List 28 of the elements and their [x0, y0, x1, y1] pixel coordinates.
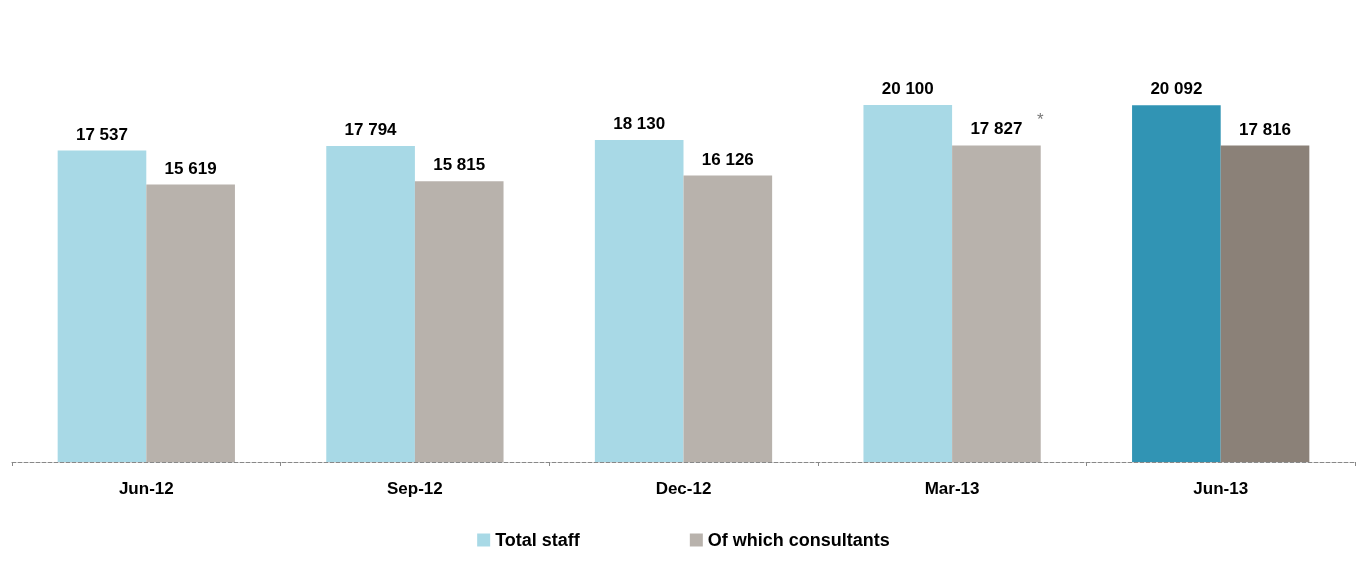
- data-label: 17 537: [75, 124, 128, 144]
- data-label: 17 794: [344, 119, 398, 139]
- data-label: 17 816: [1239, 119, 1292, 139]
- bar: [952, 145, 1041, 462]
- bar: [326, 145, 415, 462]
- data-label: 20 100: [881, 79, 934, 99]
- annotation: *: [1037, 110, 1045, 130]
- bar: [414, 181, 504, 462]
- bar: [863, 105, 953, 462]
- x-tick-label: Jun-12: [118, 479, 174, 498]
- data-label: 18 130: [613, 114, 666, 134]
- bar: [1132, 105, 1221, 462]
- data-label: 15 619: [164, 158, 217, 178]
- bar: [1220, 145, 1310, 462]
- x-tick-label: Mar-13: [924, 479, 980, 498]
- bar: [594, 140, 684, 462]
- x-tick-label: Dec-12: [655, 479, 712, 498]
- data-label: 15 815: [433, 155, 486, 175]
- bar: [146, 184, 235, 462]
- x-tick-label: Jun-13: [1193, 479, 1249, 498]
- data-label: 20 092: [1150, 79, 1203, 99]
- legend-label: Of which consultants: [707, 530, 890, 550]
- bar: [57, 150, 147, 462]
- data-label: 17 827: [970, 119, 1023, 139]
- legend-label: Total staff: [495, 530, 581, 550]
- x-tick-label: Sep-12: [387, 479, 443, 498]
- data-label: 16 126: [701, 149, 754, 169]
- bar: [683, 175, 773, 462]
